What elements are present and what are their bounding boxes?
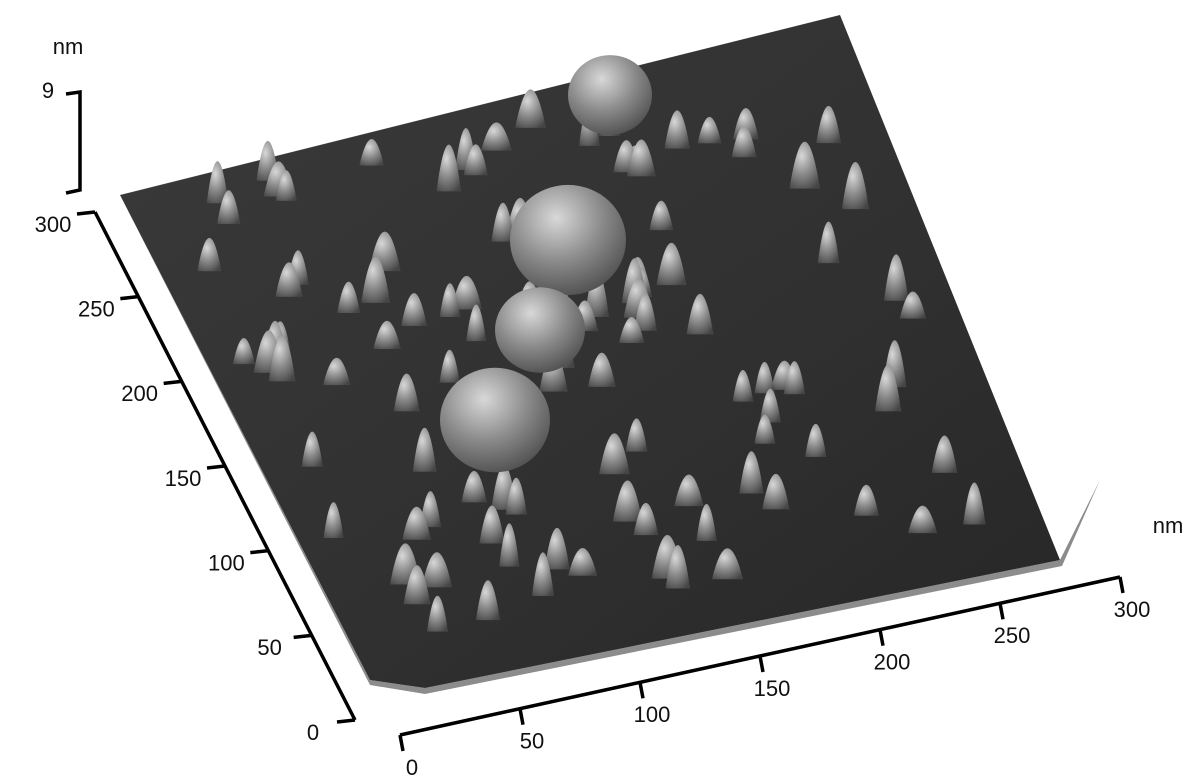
large-feature [440, 368, 550, 473]
y-tick-label: 300 [35, 212, 72, 237]
y-tick-label: 200 [121, 381, 158, 406]
x-tick [640, 682, 643, 698]
x-unit: nm [1153, 513, 1184, 538]
y-tick [294, 635, 312, 637]
y-tick-label: 50 [257, 635, 281, 660]
y-tick [77, 212, 95, 214]
large-feature [495, 287, 585, 373]
z-max: 9 [42, 78, 54, 103]
x-tick [400, 735, 403, 751]
y-tick [120, 297, 138, 299]
z-scale [66, 92, 80, 193]
x-tick-label: 150 [754, 676, 791, 701]
x-tick-label: 0 [406, 755, 418, 778]
y-tick [250, 551, 268, 553]
x-tick [760, 656, 763, 672]
z-unit: nm [53, 34, 84, 59]
y-tick [164, 381, 182, 383]
x-tick-label: 300 [1114, 597, 1151, 622]
large-feature [568, 55, 652, 135]
y-tick-label: 250 [78, 296, 115, 321]
x-tick-label: 250 [994, 623, 1031, 648]
y-tick [207, 466, 225, 468]
large-feature [510, 185, 626, 295]
y-tick-label: 100 [208, 550, 245, 575]
y-tick-label: 150 [165, 466, 202, 491]
afm-image: nm 9 nm 0 50 100 150 200 250 300 0 50 100 150 200 25… [0, 0, 1190, 778]
x-tick [880, 630, 883, 646]
x-tick-label: 100 [634, 702, 671, 727]
x-tick [1120, 577, 1123, 593]
x-tick [520, 709, 523, 725]
x-tick [1000, 603, 1003, 619]
x-tick-label: 200 [874, 649, 911, 674]
y-tick-label: 0 [307, 720, 319, 745]
y-tick [337, 720, 355, 722]
x-tick-label: 50 [520, 728, 544, 753]
